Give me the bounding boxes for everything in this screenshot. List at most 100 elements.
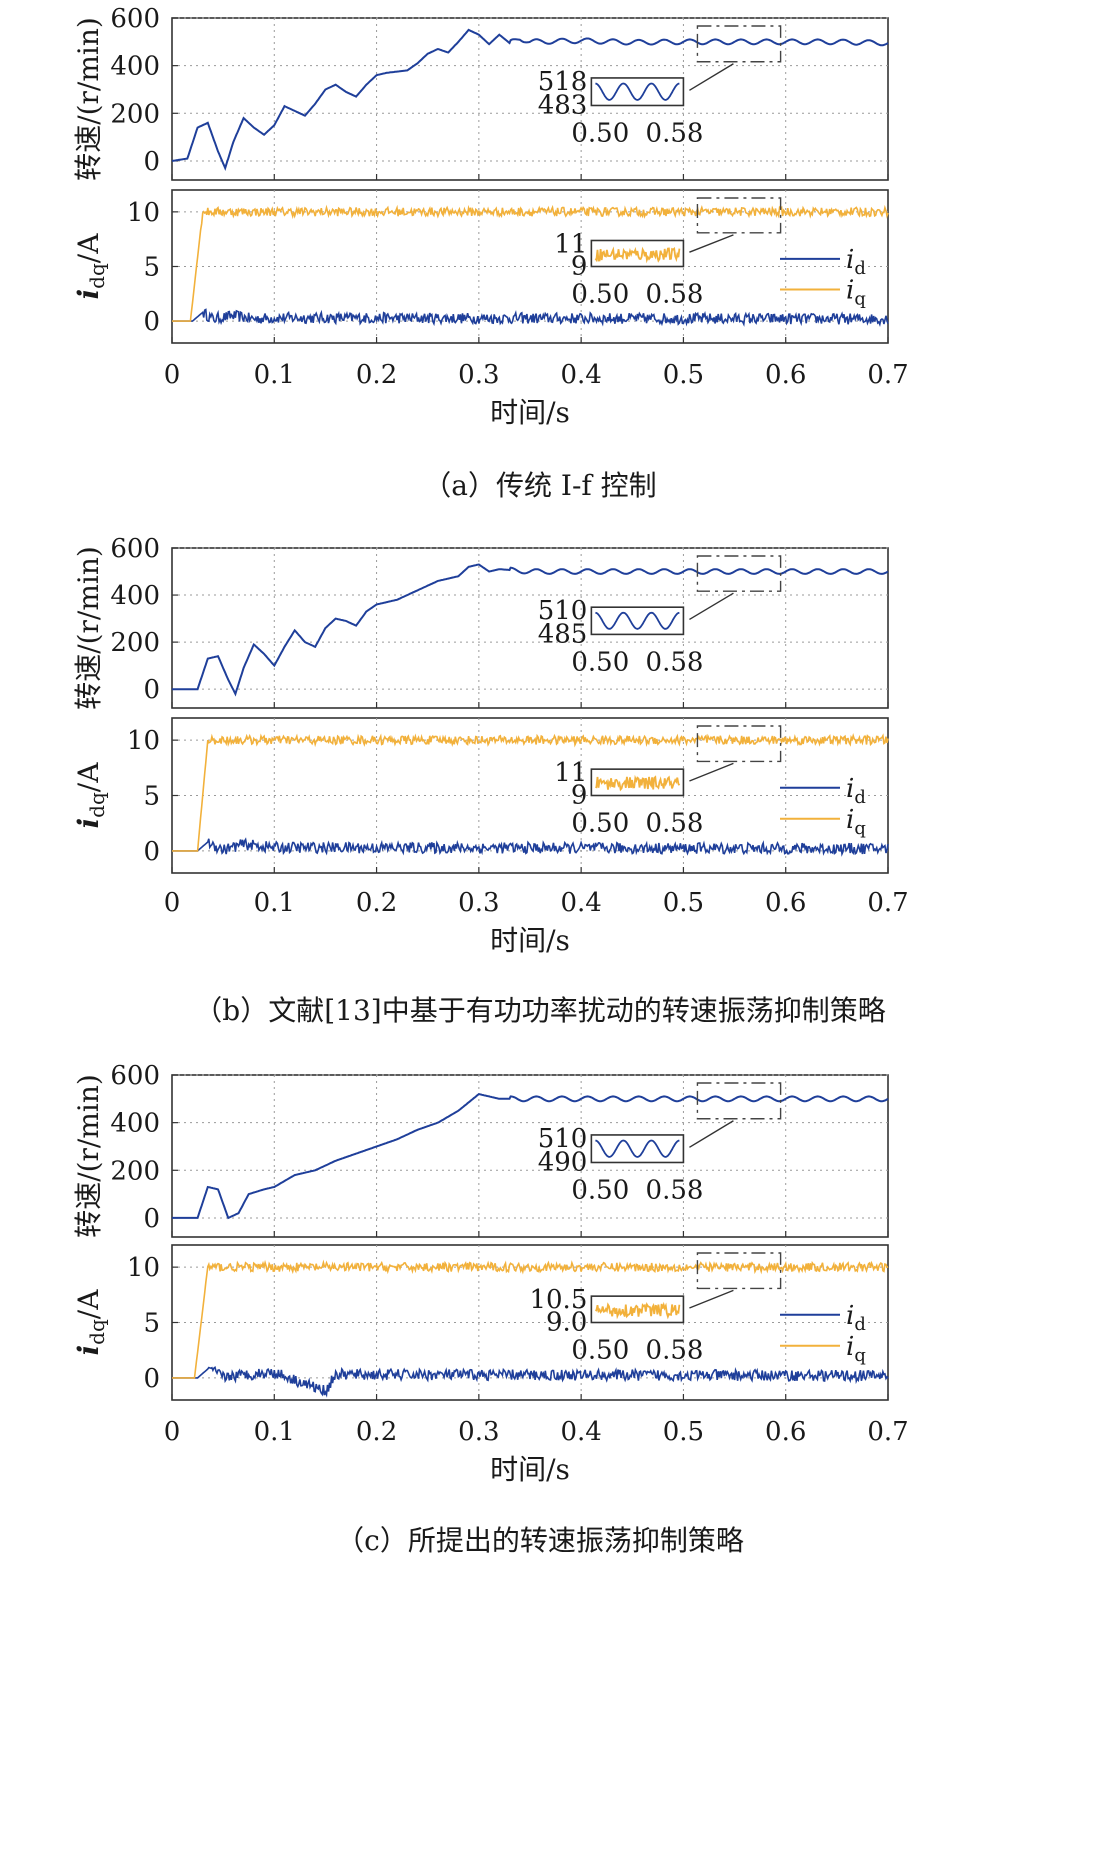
legend-label-iq: iq	[846, 275, 866, 309]
inset-xleft-label: 0.50	[571, 280, 629, 310]
plot-frame	[171, 17, 889, 181]
x-tick-label: 0.5	[663, 360, 704, 390]
y-axis-label: 转速/(r/min)	[72, 1074, 105, 1238]
inset-connector	[689, 1289, 734, 1309]
inset-xleft-label: 0.50	[571, 809, 629, 839]
y-axis-label: 转速/(r/min)	[72, 546, 105, 710]
inset-ymin-label: 485	[538, 619, 588, 649]
x-tick-label: 0.1	[254, 360, 295, 390]
inset-frame	[590, 1134, 685, 1164]
y-tick-label: 0	[143, 307, 160, 337]
x-tick-label: 0.3	[458, 888, 499, 918]
inset-connector	[689, 762, 734, 782]
y-tick-label: 200	[110, 99, 160, 129]
y-axis-label: idq/A	[72, 233, 109, 300]
x-axis-label: 时间/s	[490, 396, 570, 429]
series-line-id	[172, 837, 889, 857]
inset-connector	[689, 1120, 734, 1148]
inset-ymin-label: 9.0	[546, 1308, 587, 1338]
inset-xright-label: 0.58	[646, 280, 704, 310]
inset-ymax-label: 510	[538, 596, 588, 626]
x-axis-label: 时间/s	[490, 924, 570, 957]
zoom-region-box	[696, 725, 782, 763]
y-tick-label: 400	[110, 52, 160, 82]
series-line-iq	[172, 204, 889, 322]
plot-frame	[171, 1074, 889, 1238]
inset-xleft-label: 0.50	[571, 1175, 629, 1205]
series-line	[171, 28, 889, 172]
x-tick-label: 0	[164, 360, 181, 390]
x-tick-label: 0.7	[867, 360, 908, 390]
x-tick-label: 0	[164, 1417, 181, 1447]
inset-connector	[689, 592, 734, 621]
x-tick-label: 0.4	[560, 1417, 601, 1447]
inset-ymin-label: 9	[571, 252, 588, 282]
x-tick-label: 0.2	[356, 1417, 397, 1447]
inset-xright-label: 0.58	[646, 647, 704, 677]
inset-curve	[594, 246, 681, 264]
inset-curve	[595, 1301, 681, 1320]
x-tick-label: 0.3	[458, 1417, 499, 1447]
inset-frame	[590, 768, 685, 797]
y-tick-label: 0	[143, 675, 160, 705]
inset-ymax-label: 518	[538, 67, 588, 97]
inset-xleft-label: 0.50	[571, 118, 629, 148]
y-tick-label: 600	[110, 1061, 160, 1091]
y-tick-label: 10	[127, 198, 160, 228]
x-tick-label: 0	[164, 888, 181, 918]
inset-xleft-label: 0.50	[571, 1336, 629, 1366]
inset-ymax-label: 10.5	[529, 1285, 587, 1315]
zoom-region-box	[696, 555, 782, 592]
x-tick-label: 0.6	[765, 1417, 806, 1447]
inset-connector	[689, 234, 734, 253]
inset-ymin-label: 9	[571, 781, 588, 811]
legend-label-id: id	[846, 245, 866, 279]
inset-xright-label: 0.58	[646, 1175, 704, 1205]
inset-ymin-label: 483	[538, 90, 588, 120]
inset-xright-label: 0.58	[646, 809, 704, 839]
y-tick-label: 0	[143, 837, 160, 867]
series-line	[172, 563, 889, 697]
legend-label-id: id	[846, 774, 866, 808]
inset-ymin-label: 490	[538, 1147, 588, 1177]
series-line-iq	[172, 733, 889, 852]
y-axis-label: 转速/(r/min)	[72, 17, 105, 181]
y-tick-label: 0	[143, 1204, 160, 1234]
y-tick-label: 10	[127, 726, 160, 756]
y-tick-label: 0	[143, 147, 160, 177]
series-line-iq	[172, 1259, 889, 1379]
legend-label-iq: iq	[846, 805, 866, 839]
x-tick-label: 0.1	[254, 888, 295, 918]
zoom-region-box	[696, 1082, 782, 1120]
legend-label-id: id	[846, 1301, 866, 1335]
x-tick-label: 0.1	[254, 1417, 295, 1447]
y-tick-label: 200	[110, 1156, 160, 1186]
panel-caption: （a）传统 I-f 控制	[423, 469, 656, 502]
y-tick-label: 600	[110, 534, 160, 564]
inset-curve	[595, 774, 681, 792]
y-tick-label: 400	[110, 581, 160, 611]
x-tick-label: 0.3	[458, 360, 499, 390]
y-tick-label: 200	[110, 628, 160, 658]
plot-frame	[171, 547, 889, 709]
inset-xright-label: 0.58	[646, 1336, 704, 1366]
y-tick-label: 0	[143, 1364, 160, 1394]
x-tick-label: 0.2	[356, 360, 397, 390]
inset-frame	[590, 606, 685, 636]
x-tick-label: 0.7	[867, 888, 908, 918]
y-axis-label: idq/A	[72, 1289, 109, 1356]
